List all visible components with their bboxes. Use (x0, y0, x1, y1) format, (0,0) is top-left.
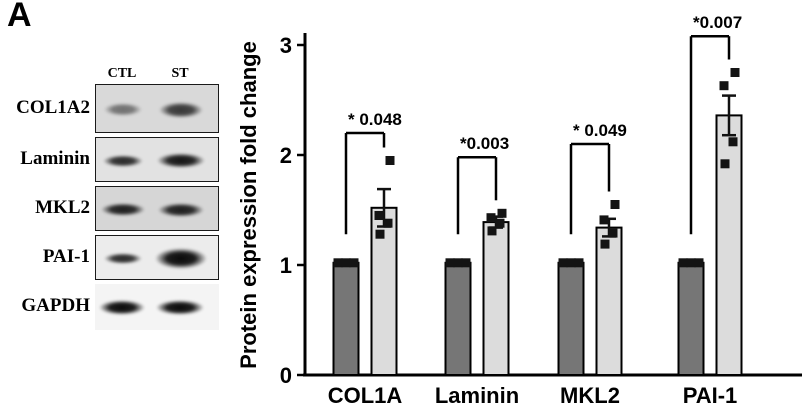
data-point-st (608, 228, 618, 238)
y-tick-label: 0 (280, 363, 292, 388)
bar-st-pai-1 (715, 114, 743, 377)
sig-label: * 0.049 (573, 121, 627, 140)
x-category-label: Laminin (435, 383, 519, 408)
data-point-st (383, 218, 393, 228)
x-category-label: COL1A (328, 383, 403, 408)
data-point-st (487, 226, 497, 236)
x-category-label: PAI-1 (683, 383, 738, 408)
data-point-st (600, 239, 610, 249)
blot-band-ctl (104, 253, 142, 264)
data-point-st (374, 211, 384, 220)
blot-band-ctl (101, 203, 145, 216)
blot-label-gapdh: GAPDH (21, 295, 90, 316)
blot-lane-header-st: ST (171, 66, 189, 81)
blot-band-st (159, 101, 203, 118)
data-point-st (730, 68, 740, 77)
bar-ctl-pai-1 (677, 261, 705, 376)
blot-image-gapdh (95, 284, 219, 330)
blot-image-col1a2 (95, 84, 219, 133)
data-point-ctl (694, 258, 704, 268)
y-axis-label: Protein expression fold change (240, 41, 261, 369)
data-point-st (486, 213, 496, 223)
y-tick-label: 1 (280, 253, 292, 278)
blot-label-laminin: Laminin (20, 147, 90, 169)
data-point-st (599, 215, 609, 225)
blot-band-ctl (103, 154, 143, 167)
blot-band-st (158, 202, 204, 217)
data-point-st (385, 156, 395, 165)
data-point-ctl (461, 258, 471, 268)
blot-band-st (155, 248, 207, 269)
bar-ctl-mkl2 (557, 261, 585, 376)
blot-label-mkl2: MKL2 (35, 196, 90, 218)
blot-band-st (157, 153, 205, 168)
data-point-ctl (686, 258, 696, 268)
data-point-st (610, 200, 620, 209)
blot-band-ctl (104, 103, 142, 116)
blot-label-col1a2: COL1A2 (16, 96, 90, 118)
data-point-st (375, 229, 385, 239)
blot-image-laminin (95, 137, 219, 182)
data-point-ctl (566, 258, 576, 268)
y-tick-label: 3 (280, 33, 292, 58)
data-point-st (497, 208, 507, 218)
blot-lane-header-ctl: CTL (107, 66, 137, 81)
data-point-st (720, 159, 730, 169)
blot-band-st (156, 299, 204, 315)
bar-st-mkl2 (595, 226, 623, 376)
data-point-ctl (453, 258, 463, 268)
bar-ctl-laminin (444, 261, 472, 376)
data-point-ctl (574, 258, 584, 268)
y-tick-label: 2 (280, 143, 292, 168)
blot-band-ctl (99, 299, 145, 315)
sig-label: *0.007 (693, 13, 742, 32)
data-point-ctl (333, 258, 343, 268)
data-point-st (719, 81, 729, 91)
blot-image-mkl2 (95, 186, 219, 231)
data-point-ctl (349, 258, 359, 268)
blot-image-pai-1 (95, 235, 219, 280)
bar-st-laminin (482, 221, 510, 376)
sig-label: *0.003 (460, 134, 509, 153)
data-point-st (728, 137, 738, 147)
data-point-ctl (341, 258, 351, 268)
data-point-ctl (445, 258, 455, 268)
blot-label-pai-1: PAI-1 (42, 245, 90, 267)
bar-ctl-col1a (332, 261, 360, 376)
data-point-ctl (558, 258, 568, 268)
panel-label: A (7, 0, 32, 34)
x-category-label: MKL2 (560, 383, 620, 408)
bar-chart: 0 1 2 3 Protein expression fold change * 0.04… (240, 13, 802, 408)
sig-label: * 0.048 (348, 110, 402, 129)
data-point-st (495, 218, 505, 228)
data-point-ctl (678, 258, 688, 268)
